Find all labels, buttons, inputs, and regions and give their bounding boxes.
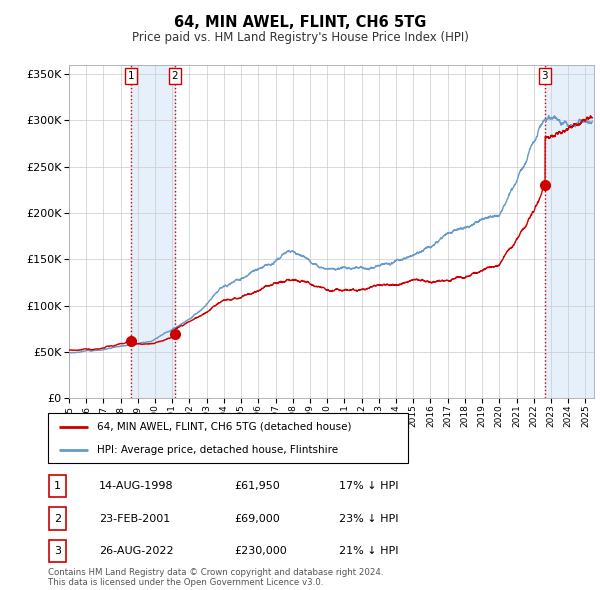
Text: £61,950: £61,950 xyxy=(234,481,280,491)
Text: 21% ↓ HPI: 21% ↓ HPI xyxy=(339,546,398,556)
Text: 3: 3 xyxy=(54,546,61,556)
Text: 14-AUG-1998: 14-AUG-1998 xyxy=(99,481,173,491)
Text: Price paid vs. HM Land Registry's House Price Index (HPI): Price paid vs. HM Land Registry's House … xyxy=(131,31,469,44)
Text: 2: 2 xyxy=(54,514,61,523)
Text: HPI: Average price, detached house, Flintshire: HPI: Average price, detached house, Flin… xyxy=(97,445,338,455)
Bar xyxy=(131,65,175,398)
Text: 3: 3 xyxy=(542,71,548,81)
FancyBboxPatch shape xyxy=(49,540,66,562)
Text: 64, MIN AWEL, FLINT, CH6 5TG (detached house): 64, MIN AWEL, FLINT, CH6 5TG (detached h… xyxy=(97,421,351,431)
Text: £69,000: £69,000 xyxy=(234,514,280,523)
Bar xyxy=(545,65,594,398)
Text: £230,000: £230,000 xyxy=(234,546,287,556)
Text: 23-FEB-2001: 23-FEB-2001 xyxy=(99,514,170,523)
Text: 1: 1 xyxy=(128,71,134,81)
FancyBboxPatch shape xyxy=(49,475,66,497)
FancyBboxPatch shape xyxy=(49,507,66,530)
Text: 64, MIN AWEL, FLINT, CH6 5TG: 64, MIN AWEL, FLINT, CH6 5TG xyxy=(174,15,426,30)
Text: 26-AUG-2022: 26-AUG-2022 xyxy=(99,546,173,556)
Text: 1: 1 xyxy=(54,481,61,491)
Text: Contains HM Land Registry data © Crown copyright and database right 2024.
This d: Contains HM Land Registry data © Crown c… xyxy=(48,568,383,587)
Text: 17% ↓ HPI: 17% ↓ HPI xyxy=(339,481,398,491)
Text: 2: 2 xyxy=(172,71,178,81)
Text: 23% ↓ HPI: 23% ↓ HPI xyxy=(339,514,398,523)
FancyBboxPatch shape xyxy=(48,413,408,463)
